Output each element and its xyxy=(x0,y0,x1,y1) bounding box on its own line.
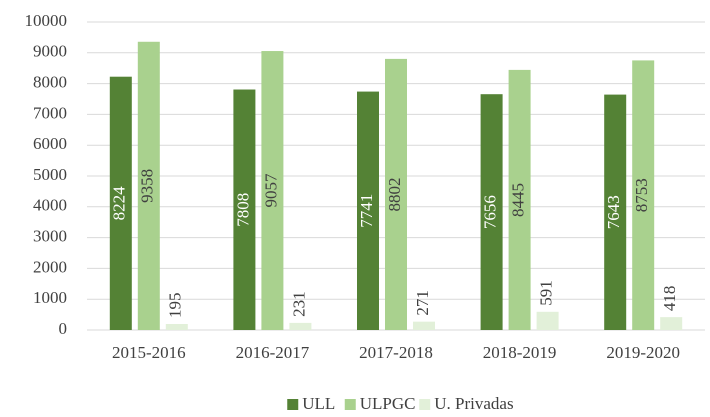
legend-swatch xyxy=(344,399,356,410)
bar xyxy=(480,94,503,331)
x-tick-label: 2018-2019 xyxy=(483,343,557,362)
legend-swatch xyxy=(287,399,299,410)
data-label: 9358 xyxy=(138,169,157,203)
bar xyxy=(109,76,132,330)
data-label: 8224 xyxy=(110,186,129,221)
data-label: 418 xyxy=(660,286,679,312)
y-tick-label: 5000 xyxy=(33,165,67,184)
legend-label: U. Privadas xyxy=(434,394,513,413)
y-tick-label: 0 xyxy=(59,319,68,338)
x-tick-label: 2016-2017 xyxy=(236,343,310,362)
data-label: 7741 xyxy=(357,194,376,228)
bar xyxy=(385,58,407,330)
data-label: 9057 xyxy=(261,173,280,208)
bar xyxy=(632,60,655,331)
y-tick-label: 3000 xyxy=(33,227,67,246)
bar xyxy=(233,89,256,330)
bar xyxy=(137,41,160,331)
x-tick-label: 2019-2020 xyxy=(606,343,680,362)
data-label: 8445 xyxy=(509,183,528,217)
bar xyxy=(660,317,683,330)
y-tick-label: 7000 xyxy=(33,103,67,122)
bar xyxy=(604,94,627,330)
bar xyxy=(536,311,559,330)
bar xyxy=(165,323,188,330)
bar xyxy=(289,322,312,330)
legend-label: ULL xyxy=(302,394,335,413)
data-label: 8753 xyxy=(632,178,651,212)
bar xyxy=(508,69,531,331)
bar xyxy=(413,321,435,330)
data-label: 7643 xyxy=(604,195,623,229)
x-tick-label: 2017-2018 xyxy=(359,343,433,362)
y-tick-label: 10000 xyxy=(25,11,68,30)
y-tick-label: 8000 xyxy=(33,73,67,92)
data-label: 8802 xyxy=(385,177,404,211)
data-label: 7656 xyxy=(481,195,500,229)
y-tick-label: 2000 xyxy=(33,257,67,276)
data-label: 195 xyxy=(166,292,185,318)
y-tick-label: 4000 xyxy=(33,196,67,215)
bar xyxy=(357,91,379,330)
bar xyxy=(261,51,284,330)
y-tick-label: 9000 xyxy=(33,42,67,61)
y-tick-label: 6000 xyxy=(33,134,67,153)
y-tick-label: 1000 xyxy=(33,288,67,307)
data-label: 7808 xyxy=(233,193,252,227)
data-label: 591 xyxy=(537,280,556,306)
legend-label: ULPGC xyxy=(360,394,416,413)
x-tick-label: 2015-2016 xyxy=(112,343,186,362)
data-label: 271 xyxy=(413,290,432,316)
data-label: 231 xyxy=(289,291,308,317)
legend-swatch xyxy=(419,399,431,410)
